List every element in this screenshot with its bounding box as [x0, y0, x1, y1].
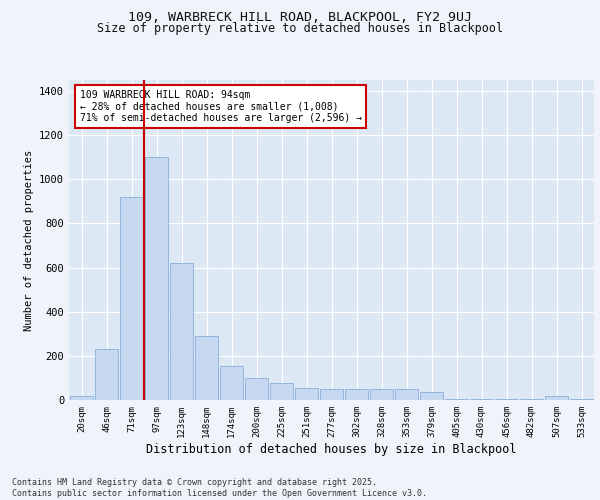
Text: Size of property relative to detached houses in Blackpool: Size of property relative to detached ho… — [97, 22, 503, 35]
Bar — [295, 388, 319, 400]
Bar — [419, 392, 443, 400]
Bar — [145, 157, 169, 400]
Bar — [320, 389, 343, 400]
Bar — [344, 389, 368, 400]
Bar — [569, 399, 593, 400]
Bar — [395, 389, 418, 400]
X-axis label: Distribution of detached houses by size in Blackpool: Distribution of detached houses by size … — [146, 442, 517, 456]
Bar — [269, 384, 293, 400]
Bar — [370, 389, 394, 400]
Bar — [245, 378, 268, 400]
Y-axis label: Number of detached properties: Number of detached properties — [23, 150, 34, 330]
Bar — [445, 399, 469, 400]
Bar — [494, 399, 518, 400]
Bar — [545, 396, 568, 400]
Bar — [119, 197, 143, 400]
Bar — [194, 336, 218, 400]
Text: Contains HM Land Registry data © Crown copyright and database right 2025.
Contai: Contains HM Land Registry data © Crown c… — [12, 478, 427, 498]
Bar — [170, 263, 193, 400]
Text: 109 WARBRECK HILL ROAD: 94sqm
← 28% of detached houses are smaller (1,008)
71% o: 109 WARBRECK HILL ROAD: 94sqm ← 28% of d… — [79, 90, 361, 123]
Text: 109, WARBRECK HILL ROAD, BLACKPOOL, FY2 9UJ: 109, WARBRECK HILL ROAD, BLACKPOOL, FY2 … — [128, 11, 472, 24]
Bar — [70, 396, 94, 400]
Bar — [95, 349, 118, 400]
Bar — [470, 399, 493, 400]
Bar — [220, 366, 244, 400]
Bar — [520, 399, 544, 400]
